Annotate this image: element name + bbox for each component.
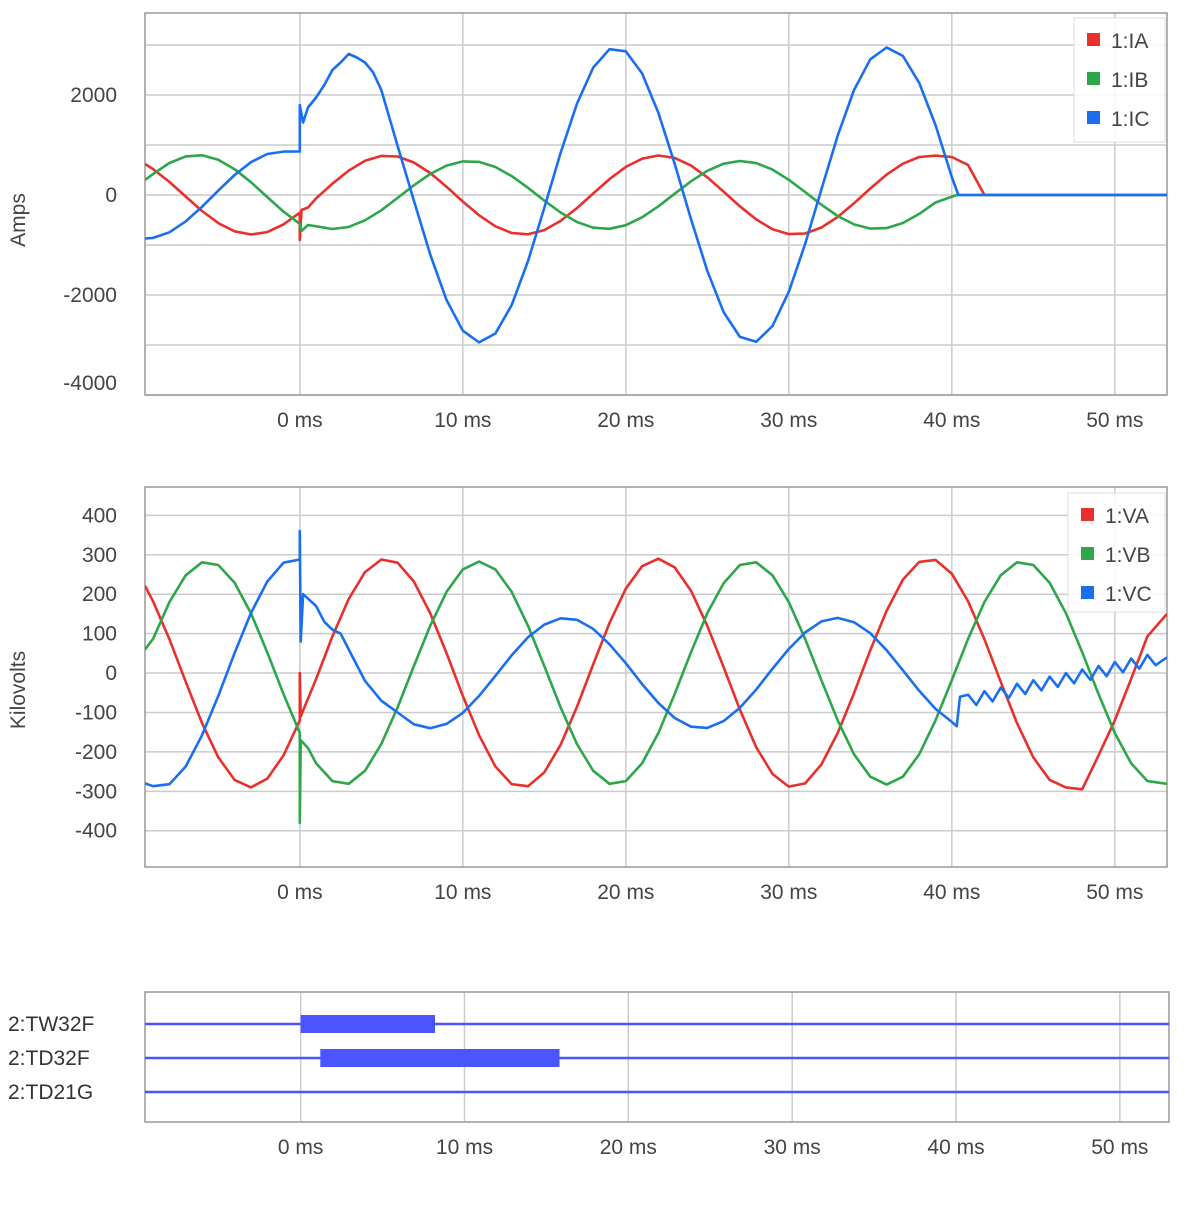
series-line-1vb: [145, 560, 1167, 825]
x-tick-label: 30 ms: [764, 1136, 821, 1159]
legend-swatch: [1081, 508, 1094, 521]
x-tick-label: 20 ms: [600, 1136, 657, 1159]
legend-label: 1:IB: [1111, 69, 1148, 92]
legend-swatch: [1087, 72, 1100, 85]
x-tick-label: 30 ms: [760, 881, 817, 904]
legend-label: 1:VC: [1105, 583, 1152, 606]
voltage-chart: 0 ms 10 ms 20 ms 30 ms 40 ms 50 ms 400 300 200 10…: [7, 486, 1168, 904]
y-tick-label: 300: [82, 544, 117, 567]
x-tick-label: 0 ms: [277, 409, 323, 432]
y-tick-label: 400: [82, 504, 117, 527]
channel-label: 2:TD21G: [8, 1081, 93, 1104]
series-line-1va: [145, 557, 1167, 791]
channel-high-bar: [320, 1049, 560, 1067]
x-tick-label: 20 ms: [597, 881, 654, 904]
digital-channel: 2:TD32F: [8, 1047, 1169, 1070]
digital-channel: 2:TW32F: [8, 1013, 1169, 1036]
digital-channel: 2:TD21G: [8, 1081, 1169, 1104]
plot-area: [145, 487, 1167, 867]
plot-border: [144, 12, 1168, 396]
x-tick-label: 50 ms: [1091, 1136, 1148, 1159]
legend: 1:IA 1:IB 1:IC: [1073, 17, 1166, 143]
x-tick-label: 40 ms: [923, 409, 980, 432]
plot-area: [145, 13, 1167, 395]
x-tick-label: 40 ms: [927, 1136, 984, 1159]
x-tick-label: 50 ms: [1086, 409, 1143, 432]
y-tick-label: -100: [75, 701, 117, 724]
x-tick-label: 20 ms: [597, 409, 654, 432]
legend-item[interactable]: 1:VC: [1081, 583, 1152, 606]
legend: 1:VA 1:VB 1:VC: [1067, 492, 1166, 613]
y-tick-label: 2000: [70, 84, 117, 107]
channel-high-bar: [300, 1015, 435, 1033]
legend-swatch: [1087, 111, 1100, 124]
x-tick-label: 10 ms: [434, 409, 491, 432]
x-tick-label: 10 ms: [436, 1136, 493, 1159]
legend-item[interactable]: 1:IC: [1087, 108, 1150, 131]
legend-item[interactable]: 1:VA: [1081, 505, 1149, 528]
legend-item[interactable]: 1:IA: [1087, 30, 1148, 53]
legend-swatch: [1081, 547, 1094, 560]
channel-label: 2:TD32F: [8, 1047, 90, 1070]
digital-channels-chart: 0 ms 10 ms 20 ms 30 ms 40 ms 50 ms 2:TW32F 2:TD…: [8, 991, 1170, 1159]
channel-label: 2:TW32F: [8, 1013, 94, 1036]
series-line-1ia: [145, 154, 1167, 242]
x-tick-label: 10 ms: [434, 881, 491, 904]
legend-swatch: [1081, 586, 1094, 599]
x-tick-label: 0 ms: [277, 881, 323, 904]
legend-label: 1:IC: [1111, 108, 1150, 131]
series-line-1ic: [145, 46, 1167, 344]
y-tick-label: -2000: [63, 284, 117, 307]
legend-label: 1:VA: [1105, 505, 1149, 528]
current-chart: 0 ms 10 ms 20 ms 30 ms 40 ms 50 ms 2000 0 -2000 -…: [7, 12, 1168, 432]
y-tick-label: -300: [75, 780, 117, 803]
x-tick-label: 0 ms: [278, 1136, 324, 1159]
legend-swatch: [1087, 33, 1100, 46]
y-tick-label: 200: [82, 583, 117, 606]
legend-item[interactable]: 1:IB: [1087, 69, 1148, 92]
x-tick-label: 40 ms: [923, 881, 980, 904]
legend-label: 1:IA: [1111, 30, 1148, 53]
y-axis-title: Kilovolts: [7, 651, 30, 729]
legend-item[interactable]: 1:VB: [1081, 544, 1151, 567]
y-tick-label: -4000: [63, 372, 117, 395]
x-tick-label: 30 ms: [760, 409, 817, 432]
y-tick-label: 0: [105, 662, 117, 685]
y-tick-label: -200: [75, 741, 117, 764]
series-line-1vc: [145, 529, 1167, 788]
x-tick-label: 50 ms: [1086, 881, 1143, 904]
plot-border: [144, 486, 1168, 868]
y-tick-label: 0: [105, 184, 117, 207]
series-line-1ib: [145, 154, 1167, 233]
y-axis-title: Amps: [7, 193, 30, 247]
legend-label: 1:VB: [1105, 544, 1151, 567]
y-tick-label: 100: [82, 623, 117, 646]
y-tick-label: -400: [75, 820, 117, 843]
